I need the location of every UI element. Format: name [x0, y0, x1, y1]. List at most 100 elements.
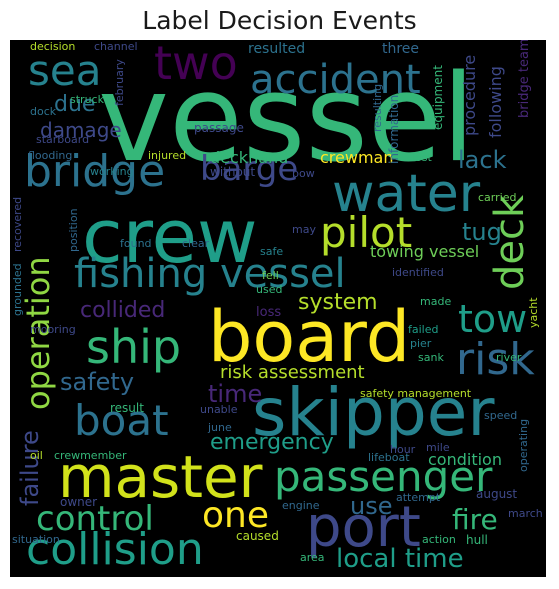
word-towing-vessel: towing vessel	[370, 242, 480, 261]
word-resulting: resulting	[371, 83, 384, 132]
word-condition: condition	[428, 450, 502, 469]
word-skipper: skipper	[252, 374, 495, 451]
word-yacht: yacht	[527, 297, 540, 328]
word-clear: clear	[182, 237, 210, 250]
word-recovered: recovered	[11, 196, 24, 252]
word-situation: situation	[12, 533, 60, 546]
word-collision: collision	[26, 524, 204, 575]
word-failure: failure	[16, 430, 44, 506]
word-water: water	[332, 164, 481, 224]
word-safety: safety	[60, 368, 135, 396]
word-control: control	[36, 499, 154, 539]
word-august: august	[476, 487, 518, 501]
word-passage: passage	[194, 121, 244, 135]
word-oil: oil	[30, 449, 43, 462]
word-grounded: grounded	[11, 263, 24, 316]
word-two: two	[154, 40, 238, 90]
word-cloud: vessel crew board skipper master water p…	[10, 40, 546, 577]
word-engine: engine	[282, 499, 320, 512]
word-collided: collided	[80, 298, 166, 323]
word-port: port	[306, 495, 421, 560]
word-march: march	[508, 507, 543, 520]
word-working: working	[90, 165, 134, 178]
word-equipment: equipment	[431, 65, 445, 130]
word-june: june	[208, 421, 232, 434]
word-struck: struck	[70, 93, 104, 106]
word-procedure: procedure	[460, 54, 479, 136]
word-one: one	[202, 495, 269, 536]
word-crewmember: crewmember	[54, 449, 127, 462]
word-february: february	[113, 59, 126, 106]
word-crew: crew	[82, 194, 258, 280]
word-local-time: local time	[336, 544, 464, 574]
word-speed: speed	[484, 409, 518, 422]
word-mile: mile	[426, 441, 450, 454]
word-passenger: passenger	[274, 452, 493, 501]
word-lifeboat: lifeboat	[368, 451, 410, 464]
word-ship: ship	[86, 320, 182, 374]
word-pilot: pilot	[320, 208, 413, 257]
word-information: information	[387, 94, 401, 164]
word-damage: damage	[40, 118, 122, 142]
word-deckhand: deckhand	[210, 148, 289, 167]
word-caused: caused	[236, 529, 279, 543]
word-loss: loss	[256, 305, 282, 320]
word-identified: identified	[392, 266, 444, 279]
word-sank: sank	[418, 351, 444, 364]
word-risk-assessment: risk assessment	[220, 362, 365, 383]
word-three: three	[382, 41, 420, 57]
word-boat: boat	[74, 396, 169, 445]
word-tug: tug	[462, 218, 502, 246]
word-carried: carried	[478, 191, 517, 204]
word-crewman: crewman	[320, 148, 394, 167]
word-following: following	[486, 66, 505, 138]
word-bridge-team: bridge team	[517, 40, 532, 118]
word-pier: pier	[410, 337, 432, 350]
word-master: master	[58, 443, 263, 511]
word-hour: hour	[390, 443, 416, 456]
word-barge: barge	[200, 149, 299, 189]
word-may: may	[292, 223, 316, 236]
word-found: found	[120, 237, 152, 250]
word-starboard: starboard	[36, 133, 90, 146]
word-attempt: attempt	[396, 491, 441, 504]
word-bow: bow	[292, 167, 315, 180]
word-lost: lost	[412, 151, 432, 164]
word-risk: risk	[456, 334, 535, 385]
word-result: result	[110, 401, 144, 415]
word-emergency: emergency	[210, 430, 334, 455]
word-action: action	[422, 533, 456, 546]
word-lack: lack	[458, 146, 507, 174]
word-owner: owner	[60, 495, 98, 509]
word-accident: accident	[250, 57, 421, 103]
word-resulted: resulted	[248, 41, 306, 57]
word-used: used	[256, 283, 283, 296]
word-unable: unable	[200, 403, 238, 416]
word-fell: fell	[262, 269, 279, 282]
word-dock: dock	[30, 105, 57, 118]
chart-title: Label Decision Events	[142, 6, 417, 35]
word-use: use	[350, 492, 393, 520]
word-area: area	[300, 551, 325, 564]
word-hull: hull	[466, 533, 488, 547]
word-fishing-vessel: fishing vessel	[74, 251, 346, 297]
word-channel: channel	[94, 40, 138, 53]
word-injured: injured	[148, 149, 187, 162]
word-system: system	[298, 290, 378, 315]
word-safe: safe	[260, 245, 284, 258]
word-time: time	[208, 380, 263, 408]
word-board: board	[208, 296, 411, 378]
word-river: river	[496, 351, 522, 364]
word-without: without	[210, 165, 256, 179]
word-made: made	[420, 295, 452, 308]
word-failed: failed	[408, 323, 439, 336]
word-operating: operating	[517, 418, 530, 472]
word-flooding: flooding	[28, 149, 73, 162]
word-safety-management: safety management	[360, 387, 472, 400]
word-decision: decision	[30, 40, 76, 53]
word-due: due	[54, 92, 96, 117]
word-mooring: mooring	[30, 323, 76, 336]
word-position: position	[67, 208, 80, 252]
word-tow: tow	[458, 297, 528, 341]
word-sea: sea	[28, 46, 102, 95]
